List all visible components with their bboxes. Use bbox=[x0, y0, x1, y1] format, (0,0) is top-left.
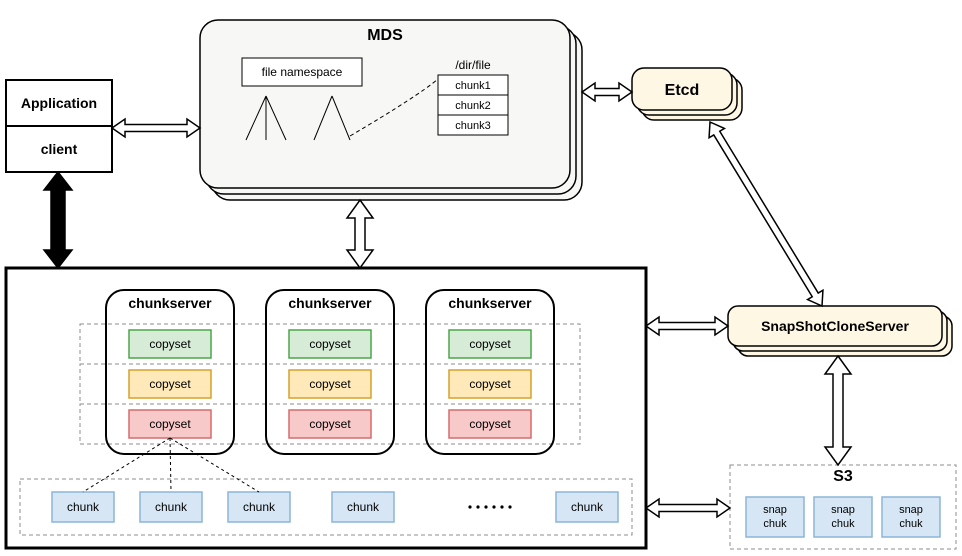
svg-text:chunk: chunk bbox=[67, 500, 100, 514]
svg-text:copyset: copyset bbox=[149, 377, 191, 391]
svg-text:copyset: copyset bbox=[469, 417, 511, 431]
svg-text:chunkserver: chunkserver bbox=[128, 295, 212, 311]
svg-text:MDS: MDS bbox=[367, 27, 403, 44]
mds-box: MDS file namespace/dir/file chunk1 chunk2 ch… bbox=[200, 20, 582, 200]
svg-text:chunk: chunk bbox=[571, 500, 604, 514]
etcd-box: Etcd bbox=[632, 68, 742, 120]
svg-text:SnapShotCloneServer: SnapShotCloneServer bbox=[761, 318, 909, 334]
svg-text:copyset: copyset bbox=[469, 377, 511, 391]
svg-text:chunk3: chunk3 bbox=[455, 120, 490, 132]
svg-text:snap: snap bbox=[831, 504, 855, 516]
svg-text:chunk2: chunk2 bbox=[455, 100, 490, 112]
svg-text:copyset: copyset bbox=[309, 417, 351, 431]
snapshot-clone-server-box: SnapShotCloneServer bbox=[728, 306, 952, 356]
svg-text:copyset: copyset bbox=[309, 377, 351, 391]
svg-text:chunkserver: chunkserver bbox=[288, 295, 372, 311]
svg-text:S3: S3 bbox=[833, 468, 853, 485]
svg-text:chunkserver: chunkserver bbox=[448, 295, 532, 311]
svg-text:copyset: copyset bbox=[469, 337, 511, 351]
svg-text:chuk: chuk bbox=[899, 518, 923, 530]
svg-text:chunk: chunk bbox=[347, 500, 380, 514]
svg-text:chunk: chunk bbox=[155, 500, 188, 514]
svg-text:chuk: chuk bbox=[831, 518, 855, 530]
svg-text:snap: snap bbox=[763, 504, 787, 516]
svg-text:snap: snap bbox=[899, 504, 923, 516]
svg-text:Application: Application bbox=[21, 95, 97, 111]
svg-text:chunk1: chunk1 bbox=[455, 80, 490, 92]
svg-text:chuk: chuk bbox=[763, 518, 787, 530]
svg-text:/dir/file: /dir/file bbox=[455, 58, 491, 72]
svg-text:file namespace: file namespace bbox=[262, 65, 343, 79]
svg-text:Etcd: Etcd bbox=[665, 82, 700, 99]
svg-text:client: client bbox=[41, 141, 78, 157]
svg-text:chunk: chunk bbox=[243, 500, 276, 514]
svg-text:copyset: copyset bbox=[149, 417, 191, 431]
svg-text:copyset: copyset bbox=[149, 337, 191, 351]
svg-text:copyset: copyset bbox=[309, 337, 351, 351]
